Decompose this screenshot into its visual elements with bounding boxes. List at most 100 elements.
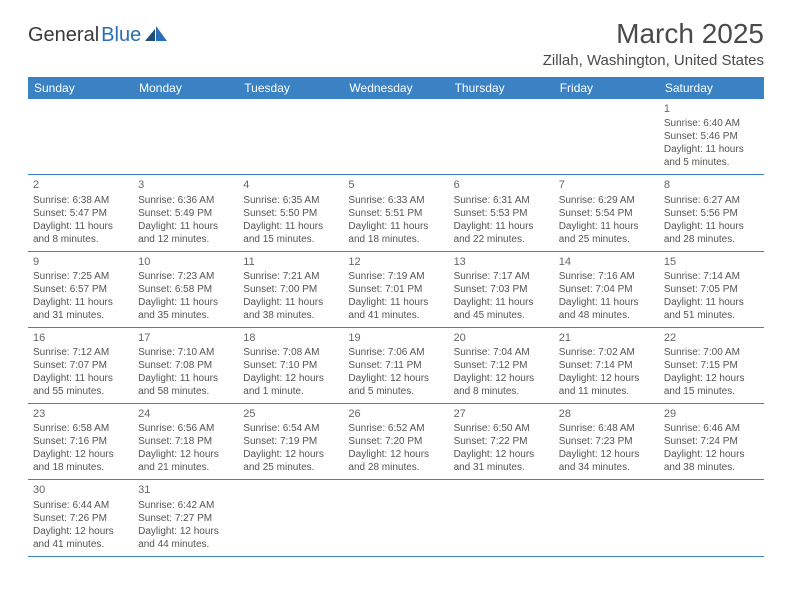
location-text: Zillah, Washington, United States [543, 52, 764, 69]
calendar-week-row: 16Sunrise: 7:12 AMSunset: 7:07 PMDayligh… [28, 328, 764, 404]
empty-cell [238, 480, 343, 555]
day1-text: Daylight: 12 hours [348, 448, 443, 461]
sunset-text: Sunset: 7:07 PM [33, 359, 128, 372]
sunrise-text: Sunrise: 6:35 AM [243, 194, 338, 207]
day1-text: Daylight: 11 hours [559, 296, 654, 309]
day1-text: Daylight: 11 hours [664, 296, 759, 309]
day-number: 7 [559, 178, 654, 192]
calendar-grid: Sunday Monday Tuesday Wednesday Thursday… [28, 77, 764, 557]
day-number: 22 [664, 331, 759, 345]
day-number: 2 [33, 178, 128, 192]
day-cell: 17Sunrise: 7:10 AMSunset: 7:08 PMDayligh… [133, 328, 238, 403]
day-cell: 2Sunrise: 6:38 AMSunset: 5:47 PMDaylight… [28, 175, 133, 250]
day1-text: Daylight: 12 hours [33, 448, 128, 461]
day1-text: Daylight: 12 hours [454, 372, 549, 385]
sunset-text: Sunset: 7:03 PM [454, 283, 549, 296]
sunrise-text: Sunrise: 6:46 AM [664, 422, 759, 435]
day-number: 30 [33, 483, 128, 497]
sunset-text: Sunset: 7:24 PM [664, 435, 759, 448]
day-cell: 24Sunrise: 6:56 AMSunset: 7:18 PMDayligh… [133, 404, 238, 479]
empty-cell [659, 480, 764, 555]
sunset-text: Sunset: 7:15 PM [664, 359, 759, 372]
sunrise-text: Sunrise: 7:10 AM [138, 346, 233, 359]
sunset-text: Sunset: 7:27 PM [138, 512, 233, 525]
calendar-week-row: 2Sunrise: 6:38 AMSunset: 5:47 PMDaylight… [28, 175, 764, 251]
day2-text: and 38 minutes. [243, 309, 338, 322]
header-tuesday: Tuesday [238, 77, 343, 99]
sunrise-text: Sunrise: 6:54 AM [243, 422, 338, 435]
header-sunday: Sunday [28, 77, 133, 99]
day1-text: Daylight: 11 hours [243, 296, 338, 309]
day1-text: Daylight: 12 hours [243, 372, 338, 385]
day1-text: Daylight: 12 hours [33, 525, 128, 538]
sunrise-text: Sunrise: 6:44 AM [33, 499, 128, 512]
sunset-text: Sunset: 7:20 PM [348, 435, 443, 448]
day-cell: 9Sunrise: 7:25 AMSunset: 6:57 PMDaylight… [28, 252, 133, 327]
day-number: 27 [454, 407, 549, 421]
day-cell: 5Sunrise: 6:33 AMSunset: 5:51 PMDaylight… [343, 175, 448, 250]
sunrise-text: Sunrise: 7:19 AM [348, 270, 443, 283]
day-cell: 20Sunrise: 7:04 AMSunset: 7:12 PMDayligh… [449, 328, 554, 403]
day1-text: Daylight: 11 hours [138, 372, 233, 385]
sunrise-text: Sunrise: 6:48 AM [559, 422, 654, 435]
day-number: 11 [243, 255, 338, 269]
sunset-text: Sunset: 7:04 PM [559, 283, 654, 296]
day2-text: and 28 minutes. [664, 233, 759, 246]
sunset-text: Sunset: 5:53 PM [454, 207, 549, 220]
sunset-text: Sunset: 5:54 PM [559, 207, 654, 220]
day1-text: Daylight: 12 hours [559, 372, 654, 385]
calendar-header-row: Sunday Monday Tuesday Wednesday Thursday… [28, 77, 764, 99]
day-cell: 13Sunrise: 7:17 AMSunset: 7:03 PMDayligh… [449, 252, 554, 327]
day-cell: 8Sunrise: 6:27 AMSunset: 5:56 PMDaylight… [659, 175, 764, 250]
page-header: GeneralBlue March 2025 Zillah, Washingto… [28, 18, 764, 69]
day2-text: and 22 minutes. [454, 233, 549, 246]
empty-cell [343, 480, 448, 555]
sunrise-text: Sunrise: 6:36 AM [138, 194, 233, 207]
sunrise-text: Sunrise: 6:56 AM [138, 422, 233, 435]
day1-text: Daylight: 12 hours [559, 448, 654, 461]
day2-text: and 18 minutes. [348, 233, 443, 246]
empty-cell [238, 99, 343, 174]
day1-text: Daylight: 11 hours [33, 220, 128, 233]
calendar-week-row: 1Sunrise: 6:40 AMSunset: 5:46 PMDaylight… [28, 99, 764, 175]
day1-text: Daylight: 11 hours [664, 220, 759, 233]
day-number: 24 [138, 407, 233, 421]
sunset-text: Sunset: 7:05 PM [664, 283, 759, 296]
sunset-text: Sunset: 6:58 PM [138, 283, 233, 296]
day-cell: 16Sunrise: 7:12 AMSunset: 7:07 PMDayligh… [28, 328, 133, 403]
header-saturday: Saturday [659, 77, 764, 99]
day1-text: Daylight: 12 hours [138, 448, 233, 461]
sunset-text: Sunset: 5:47 PM [33, 207, 128, 220]
day-number: 5 [348, 178, 443, 192]
sunrise-text: Sunrise: 7:08 AM [243, 346, 338, 359]
day2-text: and 8 minutes. [33, 233, 128, 246]
day2-text: and 58 minutes. [138, 385, 233, 398]
day-cell: 29Sunrise: 6:46 AMSunset: 7:24 PMDayligh… [659, 404, 764, 479]
sunrise-text: Sunrise: 7:12 AM [33, 346, 128, 359]
day2-text: and 5 minutes. [348, 385, 443, 398]
day-cell: 1Sunrise: 6:40 AMSunset: 5:46 PMDaylight… [659, 99, 764, 174]
sunrise-text: Sunrise: 6:31 AM [454, 194, 549, 207]
day1-text: Daylight: 11 hours [348, 220, 443, 233]
day-number: 21 [559, 331, 654, 345]
empty-cell [449, 480, 554, 555]
day2-text: and 11 minutes. [559, 385, 654, 398]
day1-text: Daylight: 11 hours [243, 220, 338, 233]
day2-text: and 55 minutes. [33, 385, 128, 398]
day2-text: and 25 minutes. [559, 233, 654, 246]
day2-text: and 44 minutes. [138, 538, 233, 551]
sunset-text: Sunset: 5:51 PM [348, 207, 443, 220]
day2-text: and 12 minutes. [138, 233, 233, 246]
sunset-text: Sunset: 7:22 PM [454, 435, 549, 448]
day-number: 13 [454, 255, 549, 269]
day2-text: and 35 minutes. [138, 309, 233, 322]
sunrise-text: Sunrise: 6:52 AM [348, 422, 443, 435]
brand-logo: GeneralBlue [28, 24, 167, 47]
brand-part2: Blue [101, 24, 141, 47]
day1-text: Daylight: 11 hours [559, 220, 654, 233]
empty-cell [133, 99, 238, 174]
day-number: 19 [348, 331, 443, 345]
sunrise-text: Sunrise: 7:21 AM [243, 270, 338, 283]
empty-cell [554, 480, 659, 555]
day1-text: Daylight: 12 hours [664, 448, 759, 461]
